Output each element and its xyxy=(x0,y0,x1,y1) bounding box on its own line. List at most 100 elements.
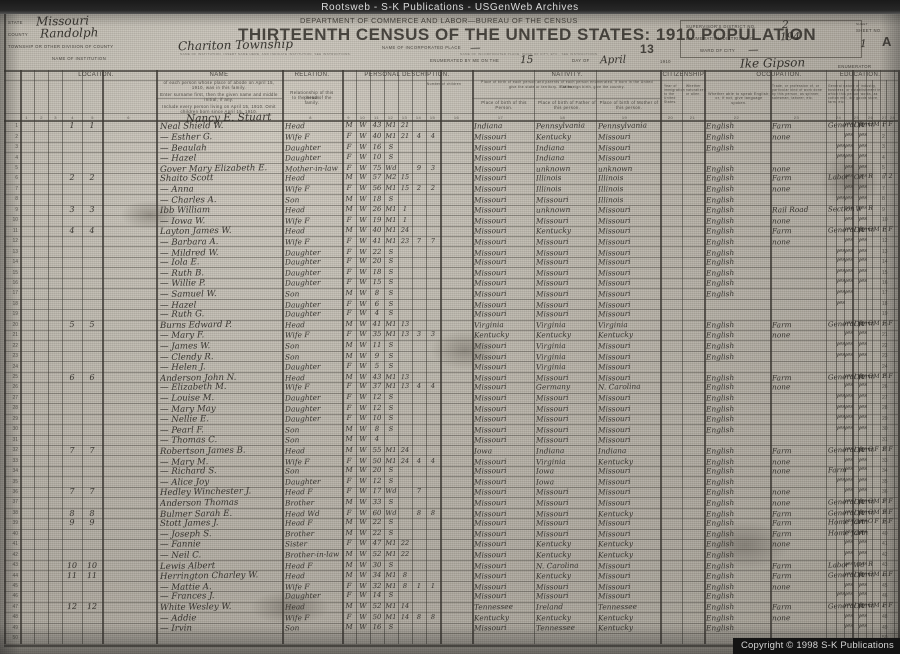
cell-value: 57 xyxy=(372,173,382,182)
cell-value: English xyxy=(705,195,735,205)
label-institution: NAME OF INSTITUTION xyxy=(52,56,107,61)
cell-value: Farm xyxy=(771,518,792,528)
value-month: April xyxy=(599,53,627,67)
line-number-right: 4 xyxy=(882,154,885,161)
column-number: 25 xyxy=(853,114,860,120)
cell-value: English xyxy=(705,413,735,424)
cell-value: Missouri xyxy=(473,560,507,571)
cell-value: W xyxy=(359,434,367,443)
column-number: 12 xyxy=(387,114,394,120)
cell-value: Missouri xyxy=(473,288,507,299)
cell-value: 1 xyxy=(89,121,95,131)
cell-value: Daughter xyxy=(284,257,321,267)
cell-value: S xyxy=(388,309,394,318)
cell-value: W xyxy=(359,477,367,486)
cell-value: 37 xyxy=(372,382,382,391)
cell-value: Son xyxy=(284,425,300,435)
line-number-left: 15 xyxy=(12,269,18,276)
cell-value: 7 xyxy=(69,445,75,455)
cell-value: Farm xyxy=(771,445,792,456)
cell-value: W xyxy=(359,215,367,224)
cell-value: Kentucky xyxy=(473,329,510,340)
cell-value: 12 xyxy=(372,404,382,413)
cell-value: Indiana xyxy=(473,121,503,131)
cell-value: 22 xyxy=(372,529,382,538)
cell-value: English xyxy=(705,320,735,331)
cell-value: R xyxy=(868,560,873,569)
cell-value: W xyxy=(359,152,367,161)
cell-value: Missouri xyxy=(473,570,507,581)
line-number-left: 47 xyxy=(12,603,18,610)
cell-value: none xyxy=(771,487,791,497)
cell-value: Wd xyxy=(385,163,397,172)
grid-vline xyxy=(596,70,597,644)
cell-value: W xyxy=(359,508,367,517)
cell-value: 4 xyxy=(430,132,436,141)
cell-value: yes xyxy=(857,413,868,421)
cell-value: yes xyxy=(857,236,868,243)
cell-value: M1 xyxy=(385,456,397,465)
line-number-left: 8 xyxy=(15,196,18,203)
value-sheet-letter: A xyxy=(882,34,892,49)
cell-value: 6 xyxy=(69,372,75,382)
cell-value: W xyxy=(359,486,367,495)
cell-value: Illinois xyxy=(597,184,624,194)
cell-value: Daughter xyxy=(284,277,321,288)
cell-value: 14 xyxy=(400,602,410,611)
line-number-right: 16 xyxy=(882,279,888,286)
line-number-left: 10 xyxy=(12,217,18,224)
cell-value: Son xyxy=(284,623,300,633)
cell-value: Virginia xyxy=(473,320,504,330)
grid-vline xyxy=(880,70,881,644)
cell-value: yes xyxy=(843,184,854,191)
cell-value: 50 xyxy=(372,613,382,622)
line-number-right: 26 xyxy=(882,384,888,391)
cell-value: M xyxy=(345,560,353,570)
cell-value: yes xyxy=(843,351,854,359)
cell-value: W xyxy=(359,257,367,266)
grid-vline xyxy=(48,70,49,644)
line-number-right: 28 xyxy=(882,405,888,412)
cell-value: English xyxy=(705,352,735,362)
cell-value: Missouri xyxy=(473,195,507,205)
cell-value: Head xyxy=(284,445,306,456)
cell-value: F xyxy=(346,361,352,370)
cell-value: Missouri xyxy=(535,393,569,403)
cell-value: S xyxy=(388,299,394,308)
cell-value: S xyxy=(388,529,394,538)
cell-value: Kentucky xyxy=(535,570,572,581)
column-number: 24 xyxy=(835,114,842,120)
label-enumerated-by: ENUMERATED BY ME ON THE xyxy=(430,58,500,63)
label-ward-of-city: WARD OF CITY xyxy=(700,48,736,53)
cell-value: M1 xyxy=(385,382,397,391)
cell-value: W xyxy=(359,309,367,318)
cell-value: W xyxy=(359,121,367,130)
cell-value: Kentucky xyxy=(597,549,634,560)
column-number: 1 xyxy=(25,114,28,120)
cell-value: English xyxy=(705,268,735,278)
cell-value: Tennessee xyxy=(597,602,638,612)
cell-value: yes xyxy=(843,173,854,180)
cell-value: none xyxy=(771,216,791,226)
cell-value: — Samuel W. xyxy=(159,288,217,300)
name-desc-2: 1910, was in this family. xyxy=(191,85,247,90)
cell-value: S xyxy=(388,518,394,527)
cell-value: 2 xyxy=(89,173,95,183)
cell-value: Head xyxy=(284,173,306,183)
line-number-right: 3 xyxy=(882,144,885,151)
cell-value: F xyxy=(346,393,352,402)
cell-value: yes xyxy=(843,382,854,389)
cell-value: M xyxy=(345,173,353,182)
cell-value: Missouri xyxy=(473,361,507,372)
cell-value: Missouri xyxy=(473,309,507,320)
cell-value: English xyxy=(705,288,735,299)
line-number-left: 22 xyxy=(12,342,18,349)
cell-value: Head xyxy=(284,602,306,612)
cell-value: F xyxy=(888,497,893,505)
cell-value: Missouri xyxy=(597,413,631,424)
cell-value: yes xyxy=(857,268,868,275)
line-number-right: 33 xyxy=(882,457,888,464)
cell-value: 9 xyxy=(89,518,95,528)
cell-value: Missouri xyxy=(473,257,507,267)
grid-vline xyxy=(82,70,83,644)
